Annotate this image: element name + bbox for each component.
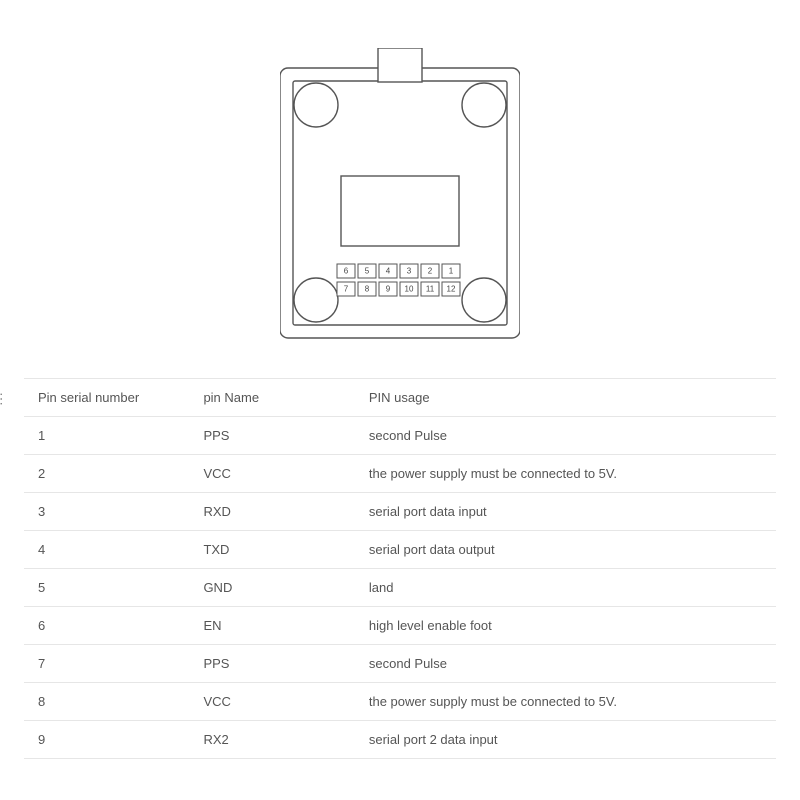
svg-text:8: 8 [365,285,370,294]
cell-pin-name: EN [189,607,354,645]
svg-text:2: 2 [428,267,433,276]
svg-text:6: 6 [344,267,349,276]
cell-pin-serial: 2 [24,455,189,493]
cell-pin-serial: 4 [24,531,189,569]
cell-pin-name: GND [189,569,354,607]
cell-pin-name: VCC [189,683,354,721]
table-row: 3RXDserial port data input [24,493,776,531]
table-row: 9RX2serial port 2 data input [24,721,776,759]
cell-pin-serial: 9 [24,721,189,759]
cell-pin-serial: 7 [24,645,189,683]
header-pin-usage: PIN usage [355,379,776,417]
cell-pin-usage: second Pulse [355,417,776,455]
cell-pin-usage: serial port data input [355,493,776,531]
pcb-diagram: 6 5 4 3 2 1 7 8 9 10 11 12 [0,0,800,378]
cell-pin-serial: 1 [24,417,189,455]
pin-table-container: ⋯ Pin serial number pin Name PIN usage 1… [0,378,800,759]
cell-pin-name: TXD [189,531,354,569]
cell-pin-serial: 8 [24,683,189,721]
cell-pin-name: RXD [189,493,354,531]
table-header-row: Pin serial number pin Name PIN usage [24,379,776,417]
cell-pin-serial: 6 [24,607,189,645]
svg-text:5: 5 [365,267,370,276]
cell-pin-usage: land [355,569,776,607]
table-row: 5GNDland [24,569,776,607]
svg-text:11: 11 [426,285,435,294]
svg-text:12: 12 [447,285,456,294]
header-pin-serial: Pin serial number [24,379,189,417]
cell-pin-name: RX2 [189,721,354,759]
cell-pin-usage: the power supply must be connected to 5V… [355,455,776,493]
cell-pin-name: VCC [189,455,354,493]
pin-table: Pin serial number pin Name PIN usage 1PP… [24,378,776,759]
cell-pin-name: PPS [189,645,354,683]
header-pin-name: pin Name [189,379,354,417]
table-row: 6ENhigh level enable foot [24,607,776,645]
cell-pin-serial: 3 [24,493,189,531]
cell-pin-usage: high level enable foot [355,607,776,645]
cell-pin-usage: the power supply must be connected to 5V… [355,683,776,721]
pcb-svg: 6 5 4 3 2 1 7 8 9 10 11 12 [280,48,520,348]
table-row: 8VCCthe power supply must be connected t… [24,683,776,721]
svg-text:4: 4 [386,267,391,276]
table-row: 4TXDserial port data output [24,531,776,569]
svg-text:9: 9 [386,285,391,294]
svg-text:3: 3 [407,267,412,276]
cell-pin-serial: 5 [24,569,189,607]
svg-text:7: 7 [344,285,349,294]
more-icon: ⋯ [0,392,10,405]
svg-text:10: 10 [405,285,414,294]
svg-text:1: 1 [449,267,454,276]
table-row: 7PPSsecond Pulse [24,645,776,683]
cell-pin-name: PPS [189,417,354,455]
cell-pin-usage: serial port data output [355,531,776,569]
table-row: 1PPSsecond Pulse [24,417,776,455]
cell-pin-usage: serial port 2 data input [355,721,776,759]
table-row: 2VCCthe power supply must be connected t… [24,455,776,493]
cell-pin-usage: second Pulse [355,645,776,683]
